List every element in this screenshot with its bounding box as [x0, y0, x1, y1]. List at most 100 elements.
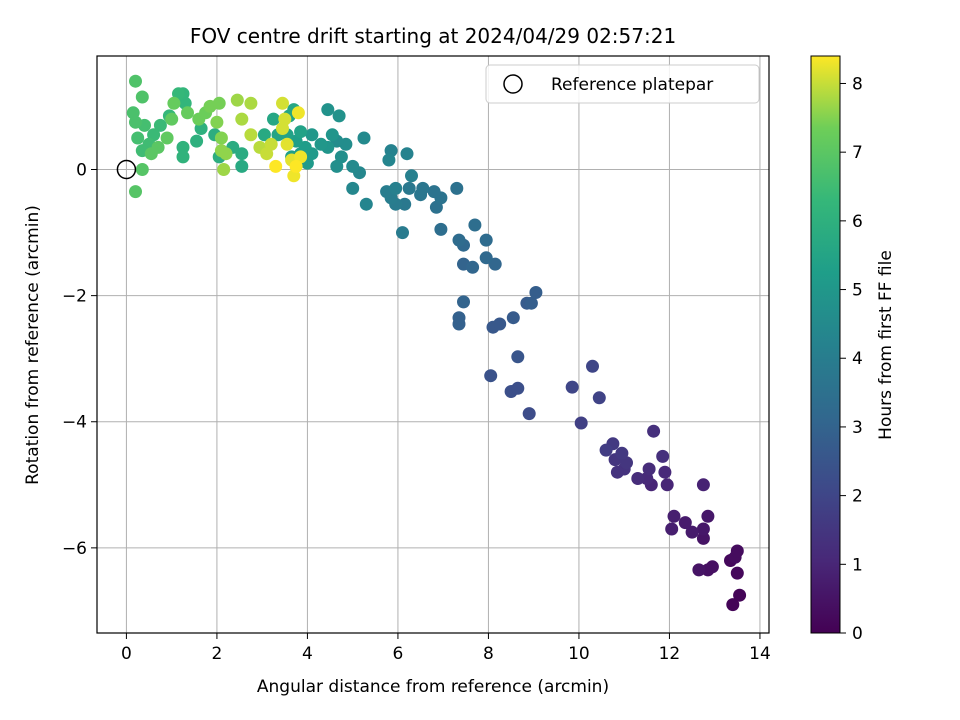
colorbar-ticks: 0 1 2 3 4 5 6 7 8	[840, 74, 863, 644]
colorbar-tick-label: 1	[852, 555, 863, 575]
x-tick-label: 2	[212, 644, 223, 664]
data-point	[493, 317, 507, 331]
data-point	[217, 163, 231, 176]
legend-label: Reference platepar	[551, 75, 713, 95]
data-point	[398, 197, 412, 211]
data-point	[396, 226, 409, 240]
data-point	[450, 181, 464, 195]
legend-marker-icon	[503, 74, 523, 94]
data-point	[126, 106, 140, 120]
data-point	[665, 522, 679, 536]
y-axis-ticks: −6 −4 −2 0	[62, 161, 97, 559]
data-point	[405, 169, 418, 183]
data-point	[181, 106, 194, 120]
data-point	[359, 197, 373, 211]
x-tick-label: 10	[568, 644, 590, 664]
y-tick-label: −4	[62, 413, 87, 433]
data-point	[402, 181, 416, 195]
x-tick-label: 14	[749, 644, 771, 664]
data-point	[235, 147, 249, 161]
data-point	[726, 598, 740, 612]
colorbar-tick-label: 2	[852, 487, 863, 507]
data-point	[325, 128, 339, 142]
data-point	[346, 159, 360, 173]
colorbar-tick-label: 4	[852, 349, 863, 369]
data-point	[389, 181, 403, 195]
data-point	[529, 286, 543, 299]
data-point	[244, 96, 258, 110]
data-point	[692, 563, 706, 577]
data-point	[160, 131, 174, 145]
colorbar-label: Hours from first FF file	[876, 250, 896, 440]
data-point	[305, 128, 319, 142]
data-point	[685, 525, 699, 539]
data-point	[506, 311, 520, 325]
data-point	[730, 544, 744, 558]
scatter-points	[126, 74, 747, 612]
data-point	[457, 295, 470, 309]
data-point	[416, 181, 430, 195]
data-point	[488, 257, 502, 271]
data-point	[330, 159, 344, 173]
data-point	[230, 93, 244, 107]
data-point	[214, 131, 228, 145]
data-point	[167, 96, 181, 110]
data-point	[696, 522, 710, 536]
data-point	[522, 407, 536, 421]
data-point	[357, 131, 371, 145]
data-point	[176, 140, 190, 154]
colorbar-tick-label: 8	[852, 74, 863, 94]
reference-platepar-marker	[116, 159, 137, 180]
data-point	[151, 140, 165, 154]
data-point	[468, 218, 482, 232]
data-point	[656, 449, 670, 463]
data-point	[278, 112, 292, 126]
x-axis-ticks: 0 2 4 6 8 10 12 14	[121, 633, 771, 664]
data-point	[658, 465, 672, 479]
data-point	[131, 131, 145, 145]
data-point	[479, 233, 493, 247]
data-point	[696, 478, 710, 492]
data-point	[289, 159, 303, 173]
colorbar-tick-label: 6	[852, 212, 863, 232]
data-point	[176, 150, 190, 164]
data-point	[244, 128, 258, 142]
data-point	[135, 163, 149, 176]
data-point	[219, 147, 233, 161]
data-point	[129, 185, 142, 199]
data-point	[642, 462, 656, 476]
data-point	[400, 147, 414, 161]
colorbar	[810, 55, 841, 634]
data-point	[592, 391, 606, 405]
data-point	[696, 531, 710, 545]
data-point	[631, 472, 645, 485]
data-point	[210, 115, 224, 129]
data-point	[382, 153, 396, 167]
data-point	[314, 137, 328, 151]
data-point	[733, 588, 747, 602]
data-point	[615, 446, 629, 460]
data-point	[660, 478, 674, 492]
y-tick-label: −2	[62, 287, 87, 307]
data-point	[524, 296, 538, 310]
data-point	[511, 350, 525, 364]
data-point	[264, 137, 278, 151]
data-point	[586, 359, 599, 373]
data-point	[678, 516, 692, 530]
data-point	[452, 233, 466, 247]
legend: Reference platepar	[485, 64, 760, 104]
y-axis-label: Rotation from reference (arcmin)	[23, 205, 43, 485]
data-point	[667, 509, 681, 523]
data-point	[190, 134, 204, 148]
data-point	[280, 137, 294, 151]
data-point	[212, 96, 226, 110]
data-point	[269, 159, 283, 173]
colorbar-tick-label: 0	[852, 624, 863, 644]
data-point	[701, 563, 715, 577]
data-point	[135, 90, 149, 104]
data-point	[452, 311, 466, 325]
data-point	[701, 509, 715, 523]
data-point	[294, 125, 308, 139]
data-point	[565, 380, 579, 394]
